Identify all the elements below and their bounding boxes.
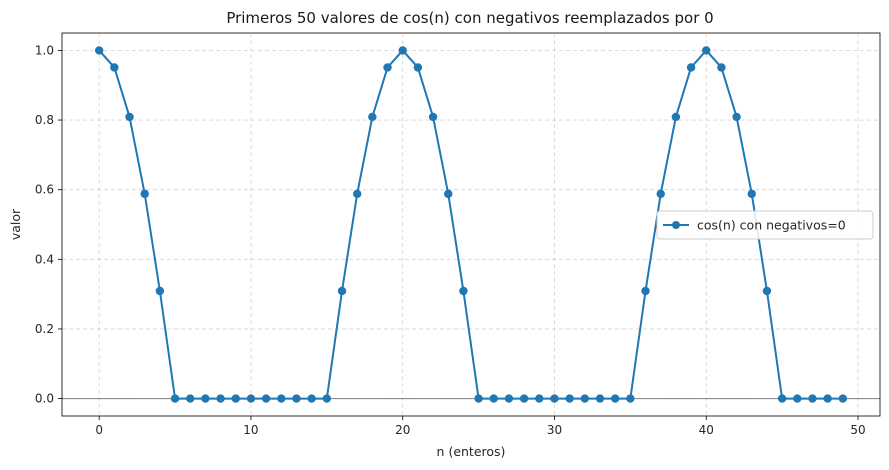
- data-point: [231, 394, 240, 403]
- data-point: [444, 189, 453, 199]
- data-point: [504, 394, 514, 403]
- x-tick-label: 40: [699, 423, 714, 437]
- data-point: [201, 394, 210, 403]
- x-tick-label: 30: [547, 423, 562, 437]
- y-tick-label: 0.2: [35, 322, 54, 336]
- data-point: [368, 112, 377, 122]
- data-point: [140, 189, 149, 199]
- data-point: [580, 394, 590, 403]
- data-point: [155, 286, 165, 296]
- y-tick-label: 0.4: [35, 252, 54, 266]
- data-point: [777, 394, 787, 403]
- legend-marker-swatch: [672, 221, 680, 229]
- data-point: [261, 394, 271, 403]
- data-point: [656, 189, 665, 199]
- legend: cos(n) con negativos=0: [656, 210, 874, 240]
- data-point: [337, 286, 347, 296]
- data-point: [702, 46, 711, 55]
- y-tick-label: 0.6: [35, 183, 54, 197]
- data-point: [641, 286, 650, 296]
- data-point: [550, 394, 559, 403]
- y-axis-label: valor: [8, 208, 23, 240]
- x-tick-label: 50: [850, 423, 865, 437]
- data-point: [428, 112, 438, 122]
- data-point: [717, 63, 726, 72]
- data-point: [277, 394, 286, 403]
- data-point: [216, 394, 225, 403]
- data-point: [565, 394, 574, 403]
- x-tick-label: 10: [243, 423, 258, 437]
- data-point: [808, 394, 817, 403]
- data-point: [292, 394, 301, 403]
- data-point: [383, 63, 392, 72]
- x-tick-label: 20: [395, 423, 410, 437]
- y-tick-label: 0.8: [35, 113, 54, 127]
- data-point: [246, 394, 256, 403]
- chart-title: Primeros 50 valores de cos(n) con negati…: [226, 9, 713, 27]
- data-point: [762, 286, 772, 296]
- data-point: [125, 112, 134, 122]
- legend-label: cos(n) con negativos=0: [697, 218, 846, 233]
- y-tick-label: 1.0: [35, 43, 54, 57]
- data-point: [671, 112, 681, 122]
- data-point: [686, 63, 696, 72]
- data-point: [459, 286, 468, 296]
- data-point: [186, 394, 195, 403]
- data-point: [535, 394, 544, 403]
- data-point: [322, 394, 332, 403]
- data-point: [732, 112, 741, 122]
- data-point: [610, 394, 620, 403]
- data-point: [474, 394, 483, 403]
- data-point: [413, 63, 423, 72]
- data-point: [823, 394, 832, 403]
- series-layer: [94, 46, 848, 403]
- data-point: [170, 394, 180, 403]
- data-point: [519, 394, 529, 403]
- data-point: [747, 189, 756, 199]
- data-point: [793, 394, 802, 403]
- ticks: 0 10 20 30 40 50 0.0 0.2 0.4 0.6 0.8 1.0: [35, 43, 866, 437]
- data-point: [94, 46, 104, 55]
- legend-box: [656, 210, 874, 240]
- data-point: [595, 394, 605, 403]
- data-point: [489, 394, 498, 403]
- data-point: [398, 46, 407, 55]
- data-point: [352, 189, 362, 199]
- x-tick-label: 0: [95, 423, 103, 437]
- data-point: [307, 394, 316, 403]
- data-point: [626, 394, 635, 403]
- data-point: [110, 63, 119, 72]
- x-axis-label: n (enteros): [437, 444, 506, 459]
- y-tick-label: 0.0: [35, 392, 54, 406]
- plot-frame: [61, 32, 881, 417]
- data-point: [838, 394, 848, 403]
